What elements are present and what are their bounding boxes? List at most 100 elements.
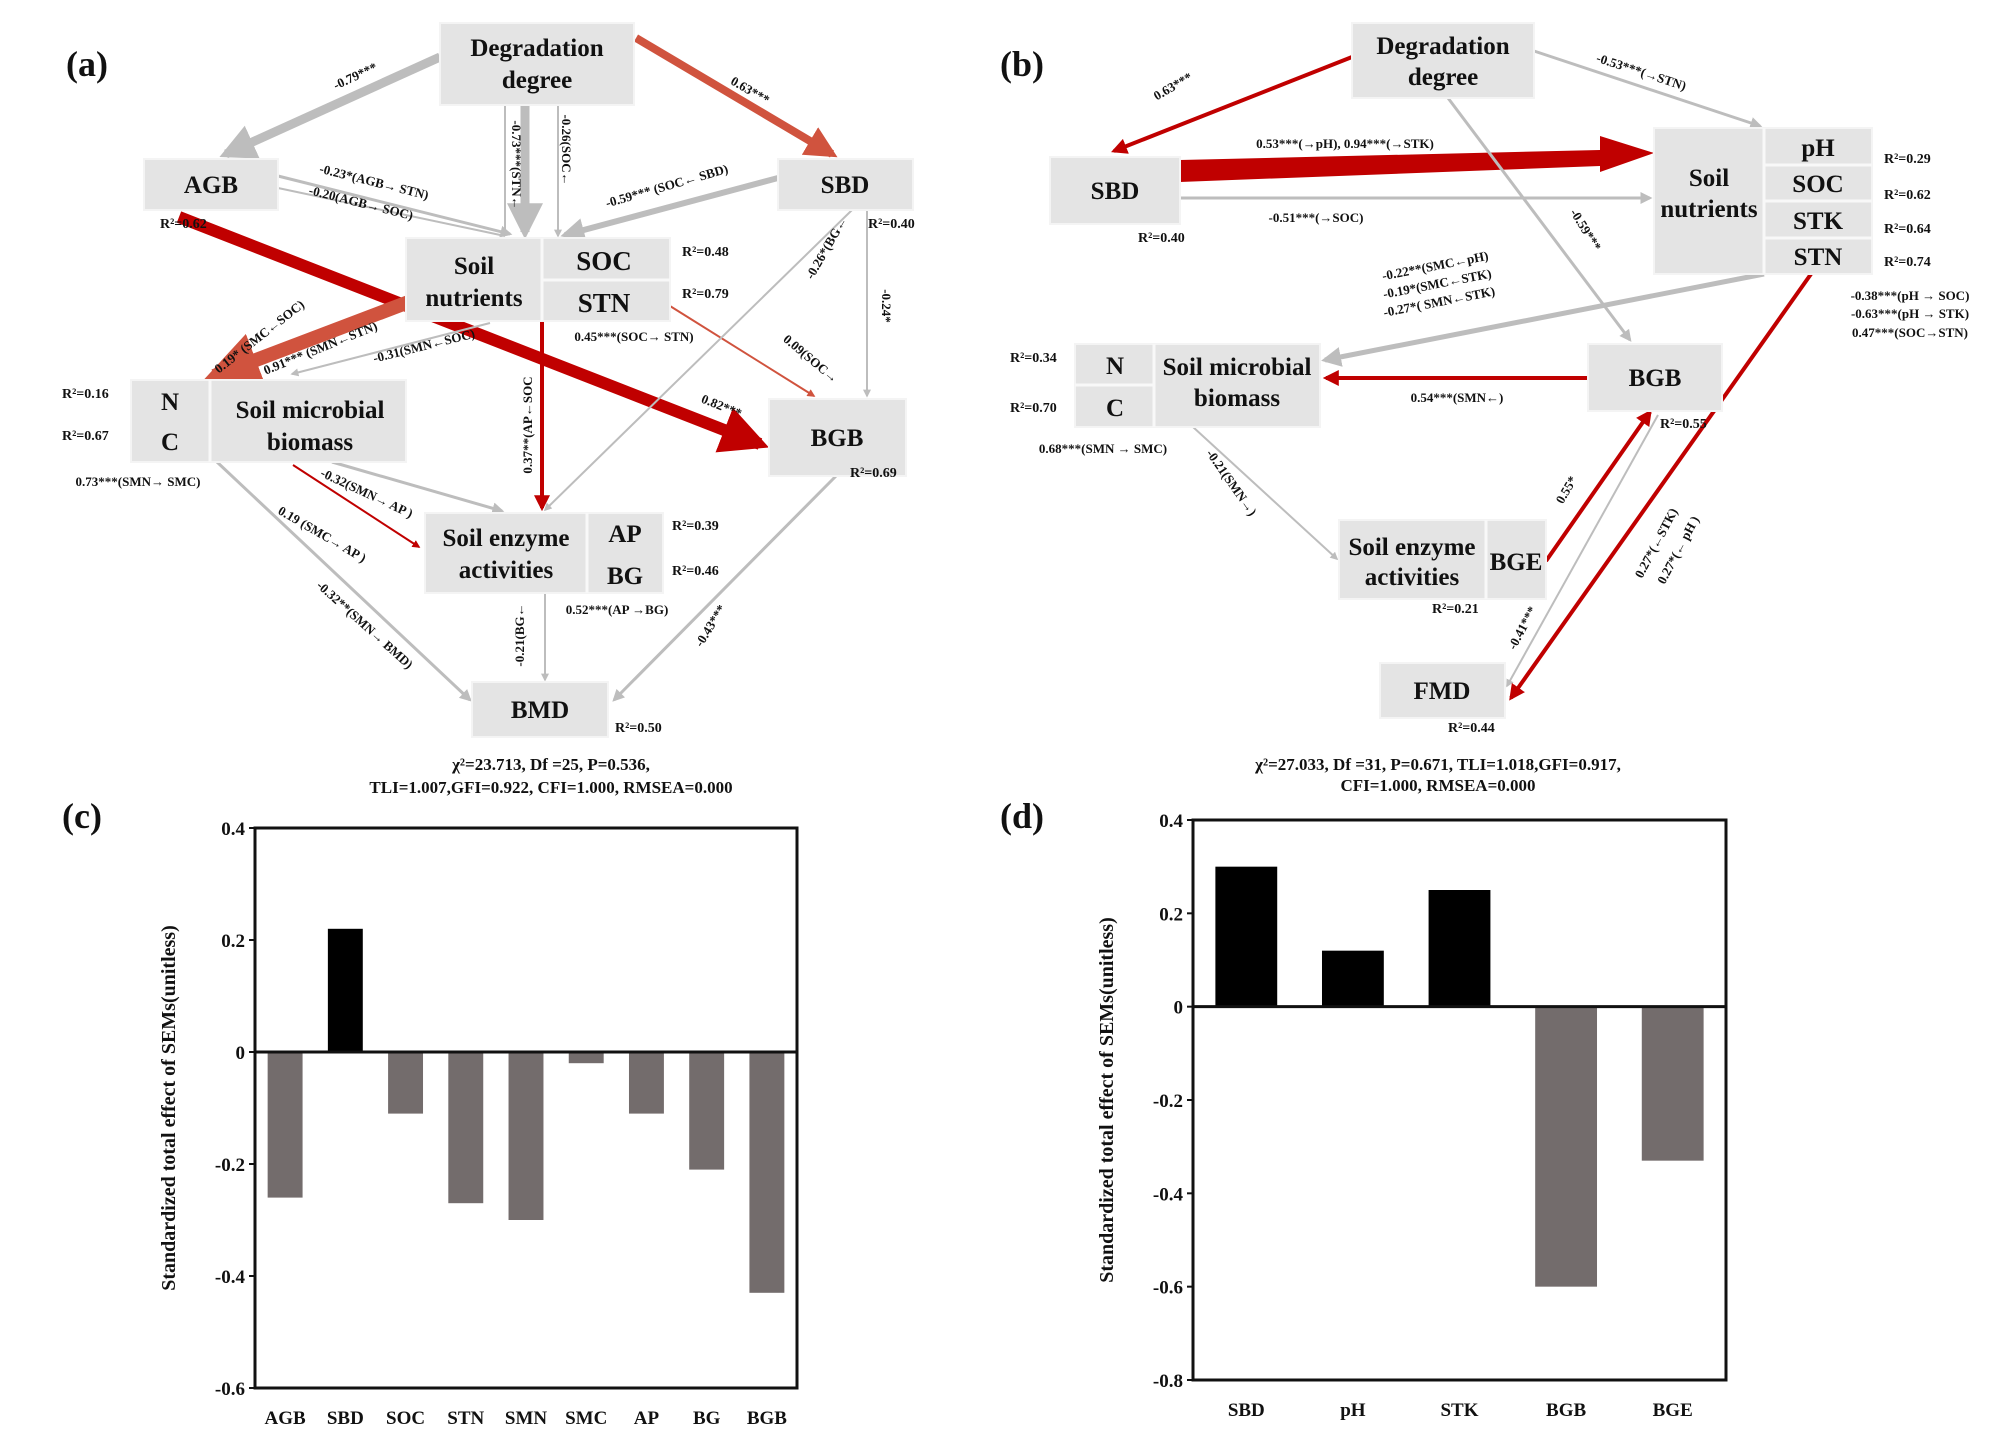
path-nutrients-microbial [1321, 271, 1765, 367]
path-label: 0.63*** [1151, 69, 1195, 103]
path-soc-smn [290, 322, 491, 377]
bar-sbd [327, 928, 363, 1052]
path-label: -0.73***(STN← [509, 120, 524, 209]
node-soil-microbial-biomass: N C Soil microbial biomass [1074, 343, 1321, 428]
path-label: -0.31(SMN←SOC) [371, 326, 476, 366]
x-tick-label: SBD [327, 1408, 364, 1429]
bar-chart-d: 0.4 0.2 0 -0.2 -0.4 -0.6 -0.8 SBD pH STK BGB BGE Sta… [1096, 811, 1728, 1421]
y-tick-label: -0.4 [215, 1267, 246, 1288]
bar-bge [1641, 1006, 1704, 1161]
path-label: 0.45***(SOC→ STN) [574, 329, 693, 344]
path-soc-bgb [669, 305, 816, 397]
path-bge-bgb [1544, 409, 1652, 563]
svg-text:SBD: SBD [1091, 178, 1140, 205]
svg-text:Soil: Soil [454, 253, 494, 280]
node-c: C [1106, 395, 1124, 422]
bar-smn [508, 1052, 544, 1220]
svg-text:degree: degree [1408, 64, 1478, 91]
path-label: 0.19 (SMC→ AP ) [276, 503, 369, 565]
path-label: 0.37**(AP←SOC [520, 376, 535, 473]
svg-text:Soil enzyme: Soil enzyme [442, 525, 569, 552]
path-label: -0.59*** (SOC← SBD) [604, 161, 730, 210]
path-label: -0.43*** [691, 602, 728, 649]
node-sbd: SBD [1049, 156, 1181, 225]
path-agb-soc [277, 187, 506, 237]
bar-agb [267, 1052, 303, 1198]
node-sbd: SBD [777, 158, 914, 211]
path-label: -0.26*(BG← [802, 214, 850, 282]
path-label: -0.24* [879, 289, 894, 323]
bar-stn [448, 1052, 484, 1204]
path-deg-sbd [633, 34, 838, 158]
path-sbd-ph-stk [1180, 136, 1654, 182]
y-tick-label: -0.2 [215, 1155, 245, 1176]
path-bgb-fmd [1506, 414, 1659, 688]
panel-d-label: (d) [1000, 796, 1044, 836]
x-tick-label: BGB [1546, 1400, 1586, 1421]
r2-stn: R²=0.74 [1884, 255, 1931, 270]
svg-text:Degradation: Degradation [470, 35, 603, 62]
bar-bg [689, 1052, 725, 1170]
node-agb: AGB [143, 158, 279, 211]
y-tick-label: 0.4 [1159, 811, 1183, 832]
plot-frame [253, 826, 799, 1390]
node-ap: AP [608, 521, 641, 548]
y-tick-label: -0.8 [1153, 1371, 1183, 1392]
path-nutrients-microbial [203, 283, 443, 387]
path-label: -0.41*** [1504, 604, 1539, 652]
path-label: 0.82*** [699, 391, 744, 421]
path-deg-sbd [1111, 55, 1353, 154]
node-bmd: BMD [471, 681, 609, 738]
path-stn-fmd [1509, 272, 1813, 701]
path-label: 0.73***(SMN→ SMC) [76, 474, 201, 489]
path-label: -0.59*** [1567, 206, 1604, 253]
svg-text:degree: degree [502, 67, 572, 94]
r2-n: R²=0.16 [62, 387, 109, 402]
path-label: 0.68***(SMN → SMC) [1039, 441, 1167, 456]
y-axis-label: Standardized total effect of SEMs(unitle… [1096, 917, 1118, 1283]
svg-text:BGB: BGB [1629, 365, 1682, 392]
node-bgb: BGB [1587, 343, 1723, 412]
node-degradation-degree: Degradation degree [439, 22, 635, 106]
bar-stk [1428, 890, 1491, 1007]
path-label: 0.55* [1552, 473, 1580, 506]
x-tick-label: AGB [265, 1408, 307, 1429]
node-soil-nutrients: Soil nutrients SOC STN [405, 237, 671, 322]
svg-text:Soil microbial: Soil microbial [1163, 354, 1312, 381]
path-label: -0.63***(pH → STK) [1851, 306, 1969, 321]
panel-b-label: (b) [1000, 44, 1044, 84]
svg-text:SBD: SBD [821, 172, 870, 199]
path-label: -0.32**(SMN→ BMD) [314, 578, 416, 672]
node-bge: BGE [1490, 549, 1543, 576]
bar-smc [568, 1052, 604, 1064]
path-label: -0.51***(→SOC) [1269, 210, 1364, 225]
r2-soc: R²=0.62 [1884, 188, 1931, 203]
y-tick-label: -0.4 [1153, 1184, 1184, 1205]
x-tick-label: STN [447, 1408, 484, 1429]
r2-bmd: R²=0.50 [615, 721, 662, 736]
r2-n: R²=0.34 [1010, 351, 1057, 366]
node-bg: BG [607, 563, 643, 590]
y-tick-label: -0.6 [215, 1379, 245, 1400]
x-tick-label: pH [1340, 1400, 1366, 1421]
path-smn-bmd [215, 460, 472, 702]
path-deg-bgb [1446, 97, 1632, 342]
node-c: C [161, 429, 179, 456]
model-fit-line-2: TLI=1.007,GFI=0.922, CFI=1.000, RMSEA=0.… [369, 778, 732, 797]
svg-text:Soil enzyme: Soil enzyme [1348, 534, 1475, 561]
bar-soc [388, 1052, 424, 1114]
node-soc: SOC [1792, 171, 1843, 198]
svg-text:FMD: FMD [1414, 678, 1471, 705]
path-deg-stn [1533, 49, 1763, 129]
bar-ph [1321, 950, 1384, 1007]
model-fit-line-2: CFI=1.000, RMSEA=0.000 [1340, 776, 1535, 795]
node-stn: STN [578, 288, 631, 318]
node-soil-nutrients: Soil nutrients pH SOC STK STN [1653, 127, 1873, 275]
y-tick-label: 0.2 [1159, 904, 1183, 925]
panel-b-sem-diagram: (b) Degradation degree SBD Soil nutrien [1000, 22, 1969, 795]
y-tick-label: 0 [1174, 998, 1184, 1019]
node-soc: SOC [576, 246, 632, 276]
y-tick-label: -0.6 [1153, 1278, 1183, 1299]
x-tick-label: SBD [1228, 1400, 1265, 1421]
path-smc-ap [292, 464, 421, 548]
